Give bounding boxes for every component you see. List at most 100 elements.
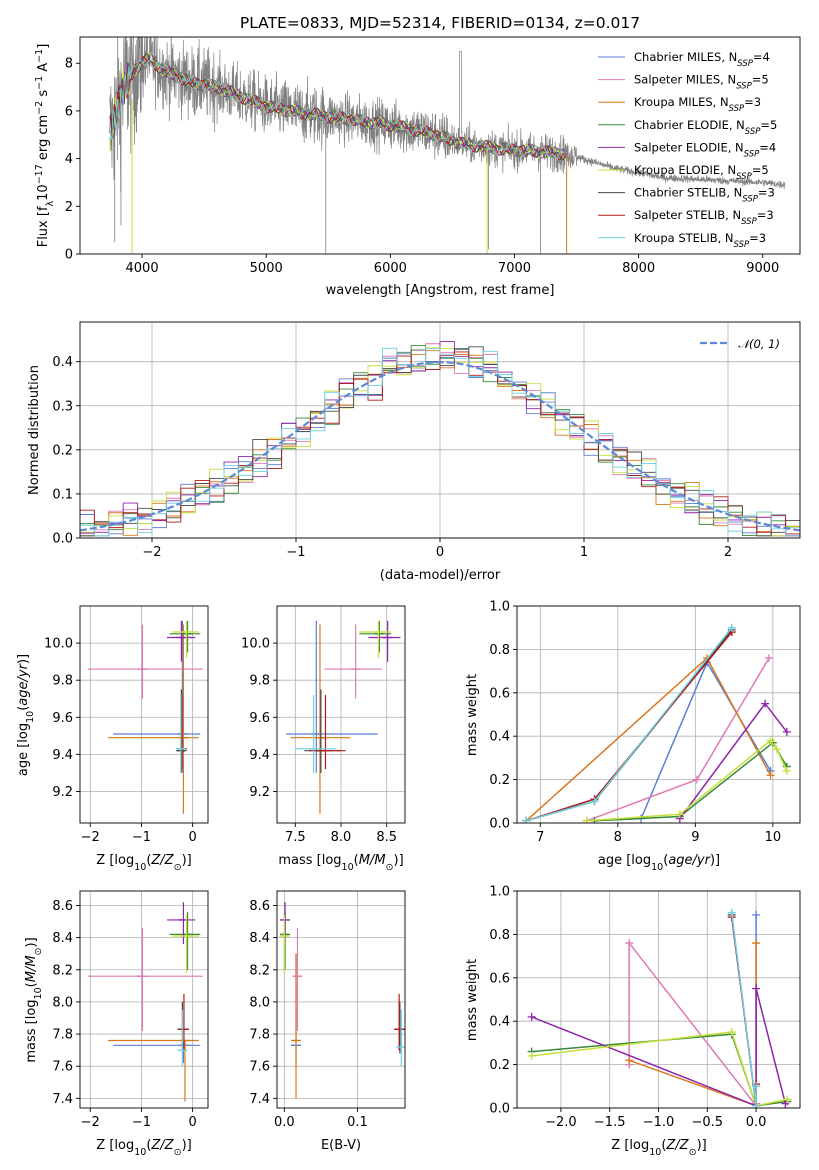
y-tick-label: 8.6	[249, 899, 270, 914]
x-tick-label: 7	[536, 830, 544, 845]
residuals-frame	[79, 321, 801, 539]
weight-marker	[590, 797, 599, 806]
weight-vs-z-y-label: mass weight	[465, 959, 480, 1041]
label-part: ⊙	[689, 1147, 697, 1158]
residuals-axes: −2 −1 0 1 2 0.0 0.1 0.2 0.3 0.4	[52, 322, 800, 560]
legend-label: Chabrier ELODIE, NSSP=5	[634, 118, 777, 137]
model-salpeter-stelib	[109, 56, 566, 161]
model-salpeter-elodie	[109, 54, 567, 159]
age_vs_mass-plot-area	[286, 620, 401, 814]
legend-text: Chabrier ELODIE, N	[634, 118, 745, 132]
y-tick-label: 7.4	[52, 1092, 73, 1107]
y-tick-label: 4	[65, 152, 73, 167]
weight-marker	[781, 1099, 790, 1108]
legend-text: Kroupa STELIB, N	[634, 231, 734, 245]
residuals-plot-area	[80, 341, 800, 537]
weight_vs_Z-frame	[516, 890, 801, 1109]
label-part: age/yr	[16, 662, 31, 705]
x-tick-label: −0.5	[692, 1115, 724, 1130]
weight-marker	[766, 771, 775, 780]
x-tick-label: −2	[81, 830, 100, 845]
legend-label: 𝒩(0, 1)	[738, 337, 780, 351]
weight-marker	[782, 766, 791, 775]
label-part: −2	[34, 101, 45, 115]
label-part: −1	[34, 49, 45, 63]
x-tick-label: 1	[580, 545, 588, 560]
y-tick-label: 0.0	[489, 1102, 510, 1117]
y-tick-label: 0.2	[52, 443, 73, 458]
label-part: s	[36, 90, 51, 101]
weight-marker	[764, 654, 773, 663]
label-part: 10	[134, 1147, 146, 1158]
y-tick-label: 8.4	[249, 931, 270, 946]
legend-n: =3	[749, 231, 766, 245]
y-tick-label: 9.4	[249, 748, 270, 763]
weight-marker	[582, 816, 591, 823]
legend-subscript: SSP	[744, 149, 760, 159]
x-tick-label: 0	[436, 545, 444, 560]
legend-text: Kroupa ELODIE, N	[634, 163, 736, 177]
mass_vs_Z-plot-area	[87, 902, 203, 1102]
legend-subscript: SSP	[737, 59, 753, 69]
label-part: Z [log	[96, 853, 134, 868]
weight_vs_Z-axes: −2.0 −1.5 −1.0 −0.5 0.0 0.0 0.2 0.4 0.6 0.8 1.0	[489, 885, 800, 1130]
label-part: )]	[182, 853, 192, 868]
x-tick-label: 0.0	[274, 1115, 295, 1130]
legend-label: Salpeter STELIB, NSSP=3	[634, 208, 774, 227]
mass_vs_EBV-axes: 0.0 0.1 7.4 7.6 7.8 8.0 8.2 8.4 8.6	[249, 891, 405, 1130]
weight-marker	[727, 908, 736, 917]
normal-curve	[80, 360, 800, 532]
y-tick-label: 9.8	[249, 674, 270, 689]
weight_vs_age-axes: 7 8 9 10 0.0 0.2 0.4 0.6 0.8 1.0	[489, 600, 800, 845]
label-part: Flux [f	[36, 206, 51, 247]
label-part: )]	[182, 1138, 192, 1153]
label-part: (	[146, 1138, 151, 1153]
y-tick-label: 9.6	[52, 711, 73, 726]
legend-n: =5	[760, 118, 777, 132]
x-tick-label: 7000	[498, 261, 531, 276]
label-part: mass [log	[278, 853, 341, 868]
model-chabrier-elodie	[109, 57, 566, 159]
weight-marker	[752, 984, 761, 993]
label-part: ⊙	[386, 862, 394, 873]
weight-marker	[527, 1051, 536, 1060]
label-part: mass [log	[24, 999, 39, 1062]
spectrum-plot-area	[109, 37, 786, 254]
y-tick-label: 9.4	[52, 748, 73, 763]
legend-text: Chabrier STELIB, N	[634, 186, 742, 200]
x-tick-label: 10	[765, 830, 782, 845]
y-tick-label: 8.2	[52, 963, 73, 978]
y-tick-label: 0.1	[52, 487, 73, 502]
weight-marker	[727, 623, 736, 632]
legend-n: =3	[757, 208, 774, 222]
legend-n: =4	[759, 140, 776, 154]
label-part: Z [log	[611, 1138, 649, 1153]
y-tick-label: 10.0	[241, 637, 270, 652]
mass_vs_EBV-frame	[276, 890, 406, 1109]
legend-label: Kroupa ELODIE, NSSP=5	[634, 163, 769, 182]
weight-vs-age-x-label: age [log10(age/yr)]	[598, 853, 720, 873]
model-chabrier-stelib	[109, 53, 566, 161]
legend-text: Salpeter MILES, N	[634, 73, 736, 87]
label-part: )]	[394, 853, 404, 868]
weight-line-kroupa-elodie	[586, 739, 788, 822]
mass-vs-z-x-label: Z [log10(Z/Z⊙)]	[96, 1138, 191, 1158]
y-tick-label: 1.0	[489, 885, 510, 900]
x-tick-label: 8000	[622, 261, 655, 276]
weight-marker	[692, 775, 701, 784]
age_vs_mass-axes: 7.5 8.0 8.5 9.2 9.4 9.6 9.8 10.0	[241, 606, 405, 845]
legend-label: Chabrier MILES, NSSP=4	[634, 50, 770, 69]
x-tick-label: −2	[142, 545, 161, 560]
weight-marker	[752, 910, 761, 919]
y-tick-label: 7.8	[249, 1028, 270, 1043]
weight-marker	[782, 727, 791, 736]
y-tick-label: 6	[65, 104, 73, 119]
label-part: erg cm	[36, 115, 51, 164]
x-tick-label: −2.0	[545, 1115, 577, 1130]
label-part: (	[663, 853, 668, 868]
weight-marker	[522, 816, 531, 823]
weight-marker	[752, 939, 761, 948]
label-part: A	[36, 63, 51, 76]
y-tick-label: 0.0	[489, 817, 510, 832]
